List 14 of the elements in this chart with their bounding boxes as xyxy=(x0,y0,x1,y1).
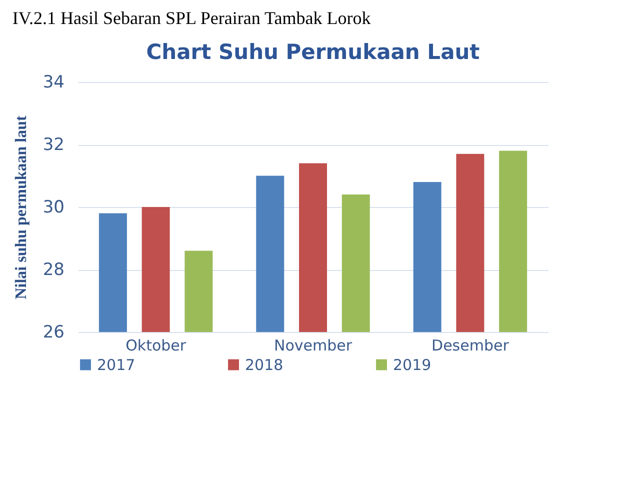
y-tick-label: 26 xyxy=(42,322,64,342)
x-tick-label: Oktober xyxy=(126,336,187,354)
legend-label: 2017 xyxy=(97,356,136,374)
x-tick-label: Desember xyxy=(432,336,510,354)
y-tick-label: 28 xyxy=(42,260,64,280)
text: IV.2.1 Hasil Sebaran SPL Perairan Tambak Lorok xyxy=(12,8,371,28)
y-tick-label: 30 xyxy=(42,198,64,218)
y-tick-label: 32 xyxy=(42,135,64,155)
y-axis-title: Nilai suhu permukaan laut xyxy=(12,115,30,300)
legend-label: 2019 xyxy=(393,356,432,374)
y-tick-label: 34 xyxy=(42,72,64,92)
chart-title: Chart Suhu Permukaan Laut xyxy=(146,40,480,64)
x-tick-label: November xyxy=(274,336,353,354)
legend-label: 2018 xyxy=(245,356,284,374)
